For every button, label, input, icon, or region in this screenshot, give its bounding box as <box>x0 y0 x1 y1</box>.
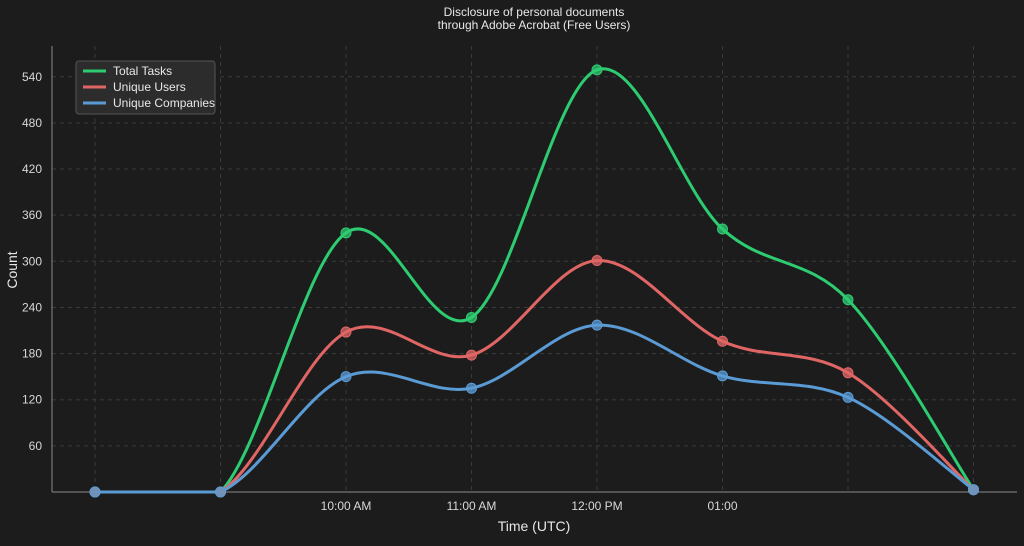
data-point-unique-companies <box>717 370 728 382</box>
data-point-unique-companies <box>215 486 226 498</box>
data-point-unique-companies <box>466 382 477 394</box>
legend-box <box>75 60 216 115</box>
y-tick-label: 240 <box>22 300 42 314</box>
x-tick-label: 11:00 AM <box>447 499 497 513</box>
data-point-unique-users <box>466 349 477 361</box>
series-line-total-tasks <box>93 67 975 494</box>
chart-title-line-1: Disclosure of personal documents <box>444 5 625 19</box>
x-tick-label: 10:00 AM <box>321 499 372 513</box>
data-point-unique-users <box>591 255 603 267</box>
x-axis-label: Time (UTC) <box>498 518 571 534</box>
data-point-unique-companies <box>340 371 352 383</box>
data-point-unique-companies <box>591 319 603 331</box>
data-point-total-tasks <box>340 227 352 239</box>
data-point-unique-users <box>842 367 854 379</box>
data-point-total-tasks <box>466 311 477 323</box>
data-point-unique-users <box>717 335 728 347</box>
x-tick-label: 12:00 PM <box>571 499 622 513</box>
legend: Total Tasks Unique Users Unique Companies <box>75 60 216 115</box>
y-tick-label: 60 <box>29 439 43 453</box>
data-point-total-tasks <box>717 223 728 235</box>
x-tick-labels: 10:00 AM 11:00 AM 12:00 PM 01:00 <box>321 499 738 513</box>
legend-label-total-tasks: Total Tasks <box>113 64 172 78</box>
x-tick-label: 01:00 <box>707 499 737 513</box>
y-tick-label: 420 <box>22 162 42 176</box>
y-tick-label: 300 <box>22 254 42 268</box>
y-tick-label: 540 <box>22 70 42 84</box>
series-line-unique-companies <box>93 323 975 494</box>
data-point-total-tasks <box>842 294 854 306</box>
y-axis-label: Count <box>4 251 20 288</box>
y-tick-label: 360 <box>22 208 42 222</box>
data-point-unique-companies <box>968 484 979 496</box>
series-lines <box>93 67 975 494</box>
data-point-total-tasks <box>591 64 603 76</box>
data-point-unique-companies <box>842 391 854 403</box>
chart-title-line-2: through Adobe Acrobat (Free Users) <box>438 18 631 32</box>
series-line-unique-users <box>93 259 975 494</box>
legend-label-unique-companies: Unique Companies <box>113 96 215 110</box>
data-point-unique-users <box>340 326 352 338</box>
data-points <box>89 64 979 498</box>
y-tick-label: 120 <box>22 393 42 407</box>
data-point-unique-companies <box>89 486 101 498</box>
grid <box>52 46 1017 492</box>
y-tick-label: 180 <box>22 347 42 361</box>
y-tick-labels: 60 120 180 240 300 360 420 480 540 <box>22 70 42 453</box>
legend-label-unique-users: Unique Users <box>113 80 186 94</box>
y-tick-label: 480 <box>22 116 42 130</box>
